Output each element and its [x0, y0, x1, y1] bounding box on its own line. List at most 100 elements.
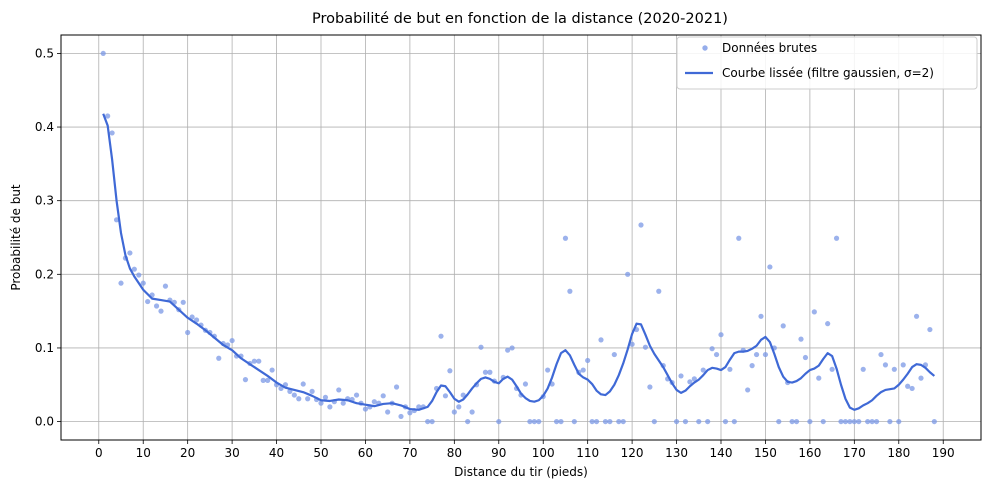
scatter-point — [607, 418, 613, 425]
scatter-point — [113, 217, 120, 223]
x-axis: 0 10 20 30 40 50 60 70 80 90 100 110 120 130 140 150 160… — [95, 440, 955, 460]
scatter-point — [625, 271, 631, 277]
scatter-point — [722, 418, 729, 425]
scatter-point — [691, 376, 697, 382]
scatter-point — [153, 303, 160, 309]
x-tick-label: 190 — [932, 446, 955, 460]
scatter-point — [478, 344, 484, 350]
scatter-point — [553, 418, 560, 425]
x-tick-label: 10 — [136, 446, 151, 460]
y-axis: 0.0 0.1 0.2 0.3 0.4 0.5 — [35, 46, 61, 429]
scatter-point — [456, 404, 462, 410]
x-tick-label: 180 — [887, 446, 910, 460]
scatter-point — [300, 381, 306, 387]
scatter-point — [811, 309, 817, 315]
scatter-point — [642, 344, 649, 350]
scatter-point — [758, 313, 764, 319]
scatter-point — [793, 418, 800, 425]
scatter-point — [505, 347, 511, 353]
scatter-point — [105, 113, 111, 119]
scatter-point — [789, 418, 795, 425]
scatter-point — [873, 418, 880, 425]
scatter-point — [749, 363, 755, 369]
scatter-point — [856, 418, 862, 425]
scatter-point — [682, 418, 689, 425]
scatter-point — [482, 369, 489, 375]
scatter-point — [762, 351, 769, 358]
scatter-point — [647, 384, 653, 390]
scatter-point — [829, 366, 835, 372]
scatter-point — [869, 418, 875, 425]
scatter-point — [189, 314, 195, 320]
scatter-point — [820, 418, 826, 425]
scatter-point — [496, 418, 502, 425]
scatter-point — [353, 392, 360, 398]
x-tick-label: 160 — [798, 446, 821, 460]
scatter-point — [260, 377, 266, 383]
scatter-point — [296, 396, 302, 402]
y-tick-label: 0.5 — [35, 46, 54, 60]
scatter-point — [816, 375, 822, 381]
scatter-point — [109, 130, 115, 136]
scatter-point — [931, 418, 937, 425]
x-tick-label: 50 — [313, 446, 328, 460]
scatter-point — [429, 418, 435, 425]
scatter-point — [780, 323, 786, 329]
scatter-point — [318, 400, 324, 406]
scatter-point — [229, 337, 235, 344]
scatter-point — [616, 418, 622, 425]
scatter-point — [620, 418, 626, 425]
scatter-point — [838, 418, 844, 425]
scatter-point — [100, 50, 106, 57]
legend-box — [676, 36, 978, 90]
scatter-point — [487, 369, 493, 375]
scatter-point — [145, 298, 151, 305]
scatter-point — [158, 308, 164, 314]
y-tick-label: 0.0 — [35, 415, 54, 429]
scatter-point — [700, 367, 706, 373]
scatter-point — [380, 393, 386, 399]
scatter-point — [185, 329, 191, 336]
scatter-point — [398, 413, 404, 420]
y-tick-label: 0.4 — [35, 120, 54, 134]
x-tick-label: 60 — [358, 446, 373, 460]
scatter-point — [638, 222, 644, 228]
scatter-point — [905, 383, 911, 389]
scatter-point — [580, 367, 586, 373]
x-tick-label: 140 — [710, 446, 733, 460]
scatter-point — [833, 235, 840, 241]
scatter-point — [136, 272, 142, 278]
scatter-point — [731, 418, 737, 425]
scatter-point — [860, 366, 866, 372]
scatter-point — [865, 418, 871, 425]
scatter-point — [807, 418, 813, 425]
x-tick-label: 130 — [665, 446, 688, 460]
scatter-point — [913, 313, 920, 319]
scatter-series — [100, 50, 937, 425]
scatter-point — [256, 358, 262, 364]
scatter-point — [118, 280, 124, 286]
scatter-point — [527, 418, 533, 425]
scatter-point — [891, 366, 897, 372]
scatter-point — [882, 362, 889, 368]
scatter-point — [362, 406, 369, 412]
scatter-point — [842, 418, 849, 425]
scatter-point — [753, 351, 760, 358]
scatter-point — [678, 373, 684, 379]
x-tick-label: 100 — [532, 446, 555, 460]
scatter-point — [585, 357, 591, 364]
scatter-point — [900, 362, 906, 368]
scatter-point — [269, 367, 275, 373]
scatter-point — [438, 333, 444, 339]
scatter-point — [371, 399, 377, 405]
scatter-point — [847, 418, 853, 425]
scatter-point — [802, 354, 809, 361]
scatter-point — [416, 404, 422, 410]
scatter-point — [242, 377, 249, 383]
x-tick-label: 0 — [95, 446, 103, 460]
x-tick-label: 90 — [491, 446, 506, 460]
x-tick-label: 30 — [224, 446, 239, 460]
x-tick-label: 40 — [269, 446, 284, 460]
scatter-point — [251, 358, 257, 364]
